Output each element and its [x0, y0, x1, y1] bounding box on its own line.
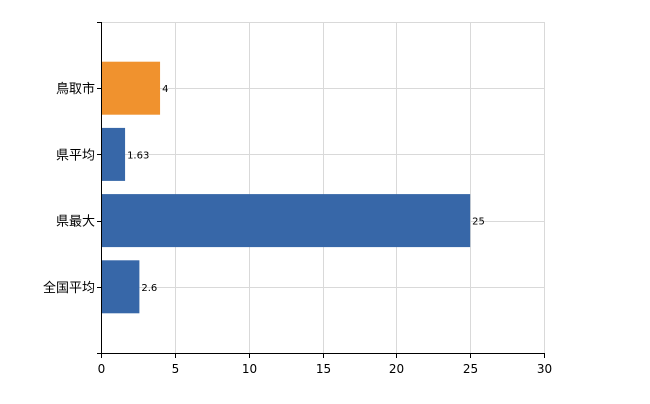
- bar: [102, 194, 471, 248]
- grid-layer: [101, 22, 545, 353]
- data-label: 4: [162, 84, 168, 95]
- x-tick-label: 15: [316, 362, 331, 376]
- x-tick-label: 0: [98, 362, 106, 376]
- category-label: 県平均: [56, 148, 95, 163]
- category-label: 県最大: [56, 215, 95, 230]
- bar: [102, 61, 161, 115]
- bar: [102, 260, 140, 314]
- bar: [102, 127, 126, 181]
- x-tick-label: 25: [463, 362, 478, 376]
- category-label: 全国平均: [43, 280, 95, 296]
- data-label: 2.6: [141, 283, 157, 294]
- axis-layer: [97, 22, 545, 358]
- x-tick-label: 20: [389, 362, 404, 376]
- label-layer: 4 鳥取市 1.63 県平均 25 県最大 2.6 全国平均 0 5 10 15 20 25 30: [43, 81, 552, 376]
- data-label: 25: [472, 217, 485, 228]
- x-tick-label: 10: [242, 362, 257, 376]
- x-tick-label: 30: [537, 362, 552, 376]
- category-label: 鳥取市: [56, 81, 95, 97]
- x-tick-label: 5: [172, 362, 180, 376]
- data-label: 1.63: [127, 150, 149, 161]
- bar-layer: [102, 61, 471, 314]
